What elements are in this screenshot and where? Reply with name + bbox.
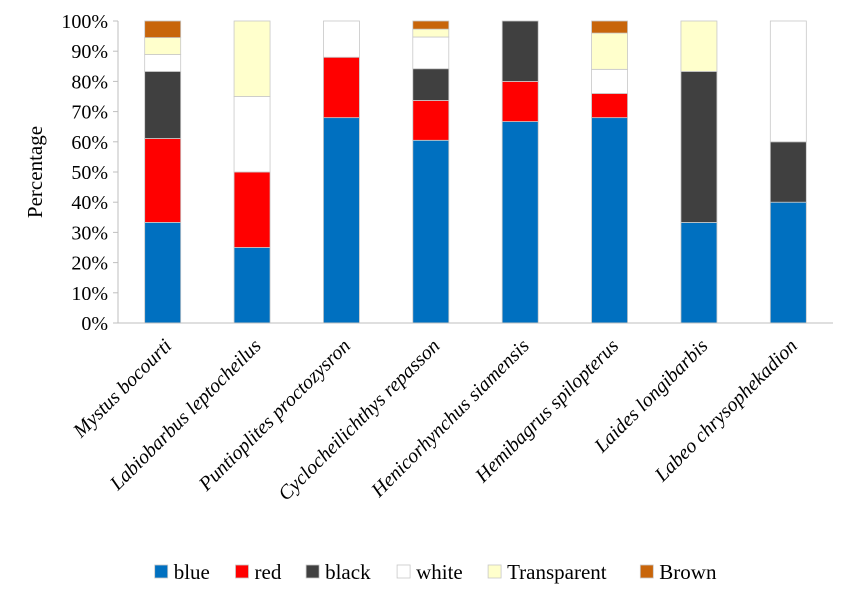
bar-segment-red-cyclocheilichthys-repasson [412,100,450,141]
bar-segment-transparent-laides-longibarbis [680,20,718,72]
legend-swatch-brown [639,564,654,579]
bar-segment-blue-hemibagrus-spilopterus [591,117,628,324]
legend-label-white: white [416,560,463,584]
bar-segment-white-hemibagrus-spilopterus [591,68,628,94]
legend-swatch-transparent [487,564,502,579]
y-tick-label: 40% [71,192,108,214]
bar-segment-red-puntioplites-proctozysron [323,56,360,119]
bar-segment-white-mystus-bocourti [144,54,182,72]
legend-label-red: red [255,560,282,584]
bar-segment-blue-puntioplites-proctozysron [323,117,360,324]
bar-segment-white-cyclocheilichthys-repasson [412,36,450,70]
y-tick-label: 10% [71,283,108,305]
bar-segment-black-cyclocheilichthys-repasson [412,68,450,101]
x-tick-label-henicorhynchus-siamensis: Henicorhynchus siamensis [367,335,534,502]
legend-swatch-white [396,564,411,579]
bar-segment-transparent-cyclocheilichthys-repasson [412,28,450,38]
y-tick-label: 80% [71,71,108,93]
bar-segment-transparent-hemibagrus-spilopterus [591,32,628,70]
y-tick-label: 90% [71,41,108,63]
legend-label-transparent: Transparent [507,560,607,584]
x-tick-label-puntioplites-proctozysron: Puntioplites proctozysron [194,335,355,496]
y-tick-label: 0% [81,313,108,335]
bar-segment-blue-henicorhynchus-siamensis [501,121,539,324]
bar-segment-black-henicorhynchus-siamensis [501,20,539,82]
bar-segment-white-labiobarbus-leptocheilus [233,96,271,173]
bar-segment-black-mystus-bocourti [144,71,182,139]
bar-segment-blue-labiobarbus-leptocheilus [233,247,271,324]
y-tick-label: 30% [71,222,108,244]
bar-segment-blue-cyclocheilichthys-repasson [412,139,450,324]
bars-layer [144,20,807,324]
bar-segment-red-mystus-bocourti [144,138,182,223]
bar-segment-red-henicorhynchus-siamensis [501,81,539,122]
y-tick-label: 70% [71,102,108,124]
bar-segment-blue-laides-longibarbis [680,222,718,324]
bar-segment-white-labeo-chrysophekadion [769,20,807,143]
bar-segment-black-laides-longibarbis [680,71,718,223]
y-tick-label: 100% [61,11,108,33]
y-tick-label: 50% [71,162,108,184]
legend-label-brown: Brown [659,560,717,584]
y-tick-label: 20% [71,253,108,275]
bar-segment-transparent-labiobarbus-leptocheilus [233,20,271,97]
legend-label-black: black [325,560,371,584]
bar-segment-blue-labeo-chrysophekadion [769,201,807,324]
axes-layer [113,20,833,324]
legend-swatch-black [305,564,320,579]
bar-segment-brown-hemibagrus-spilopterus [591,20,628,34]
bar-segment-transparent-mystus-bocourti [144,37,182,55]
legend-swatch-blue [154,564,169,579]
bar-segment-white-puntioplites-proctozysron [323,20,360,58]
legend-swatch-red [235,564,249,579]
legend: blue red black white Transparent Brown [154,560,717,584]
bar-segment-blue-mystus-bocourti [144,222,182,324]
bar-segment-black-labeo-chrysophekadion [769,141,807,203]
y-axis-title: Percentage [23,126,47,218]
legend-label-blue: blue [174,560,210,584]
bar-segment-red-labiobarbus-leptocheilus [233,171,271,248]
x-tick-label-hemibagrus-spilopterus: Hemibagrus spilopterus [471,335,624,488]
y-tick-label: 60% [71,132,108,154]
bar-segment-brown-mystus-bocourti [144,20,182,39]
x-tick-label-cyclocheilichthys-repasson: Cyclocheilichthys repasson [274,335,444,505]
bar-segment-brown-cyclocheilichthys-repasson [412,20,450,30]
x-tick-label-labiobarbus-leptocheilus: Labiobarbus leptocheilus [105,335,266,496]
bar-segment-red-hemibagrus-spilopterus [591,93,628,119]
